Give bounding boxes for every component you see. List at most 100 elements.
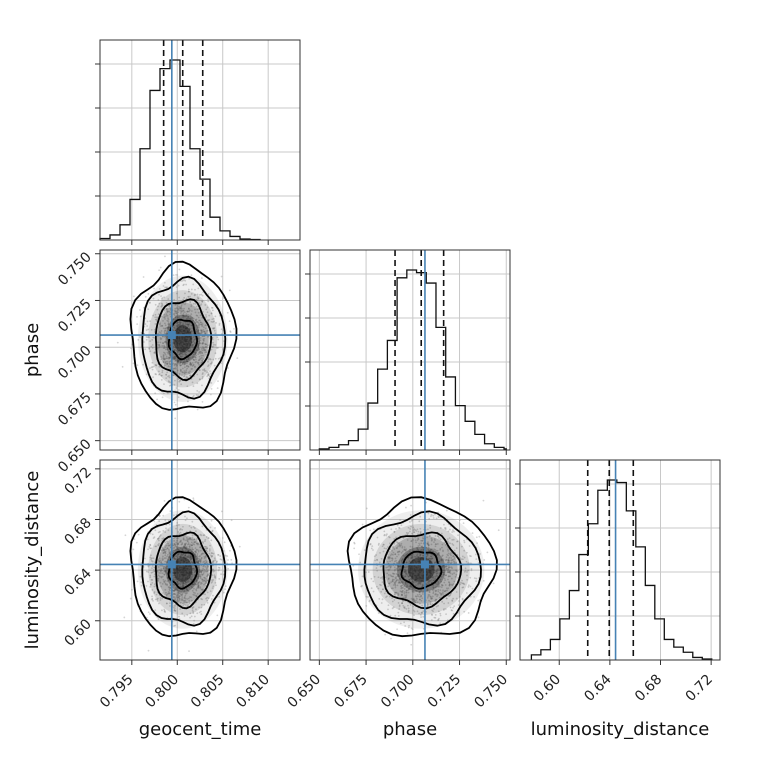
sample-point xyxy=(182,330,185,333)
sample-point xyxy=(185,339,188,342)
sample-point xyxy=(238,545,241,548)
sample-point xyxy=(157,537,160,540)
sample-point xyxy=(218,324,221,326)
sample-point xyxy=(207,537,210,540)
sample-point xyxy=(188,327,191,330)
sample-point xyxy=(202,335,204,338)
sample-point xyxy=(184,554,187,556)
sample-point xyxy=(161,575,164,578)
sample-point xyxy=(164,570,167,572)
sample-point xyxy=(201,300,204,303)
sample-point xyxy=(227,559,229,561)
sample-point xyxy=(160,561,162,564)
sample-point xyxy=(185,547,188,550)
sample-point xyxy=(179,339,181,342)
sample-point xyxy=(205,308,208,311)
sample-point xyxy=(176,568,178,571)
sample-point xyxy=(195,324,198,327)
sample-point xyxy=(165,326,168,329)
density-level-4 xyxy=(173,556,193,583)
sample-point xyxy=(179,307,182,310)
sample-point xyxy=(201,342,204,345)
sample-point xyxy=(191,575,194,578)
sample-point xyxy=(185,592,187,595)
sample-point xyxy=(200,350,203,353)
sample-point xyxy=(175,558,177,561)
sample-point xyxy=(198,332,200,335)
sample-point xyxy=(184,335,187,338)
xtick-label-luminosity_distance: 0.60 xyxy=(531,672,564,705)
sample-point xyxy=(205,343,207,346)
sample-point xyxy=(178,566,181,569)
sample-point xyxy=(184,582,186,585)
sample-point xyxy=(175,365,178,367)
sample-point xyxy=(157,566,160,568)
sample-point xyxy=(169,351,171,354)
sample-point xyxy=(396,628,399,631)
sample-point xyxy=(184,353,187,355)
sample-point xyxy=(183,370,186,372)
sample-point xyxy=(182,553,185,556)
sample-point xyxy=(166,348,169,351)
ytick-label-luminosity_distance: 0.60 xyxy=(61,616,94,649)
sample-point xyxy=(156,598,158,601)
sample-point xyxy=(187,296,190,298)
sample-point xyxy=(198,355,201,358)
sample-point xyxy=(198,359,201,362)
sample-point xyxy=(197,297,200,300)
sample-point xyxy=(160,315,163,318)
sample-point xyxy=(163,365,166,368)
sample-point xyxy=(199,332,201,335)
sample-point xyxy=(195,583,197,586)
sample-point xyxy=(204,559,207,562)
sample-point xyxy=(180,559,183,562)
sample-point xyxy=(172,549,175,552)
sample-point xyxy=(191,573,193,576)
sample-point xyxy=(185,559,188,562)
sample-point xyxy=(189,565,192,568)
sample-point xyxy=(203,534,206,536)
sample-point xyxy=(169,360,172,363)
sample-point xyxy=(177,553,180,556)
sample-point xyxy=(154,318,157,321)
sample-point xyxy=(164,340,167,343)
sample-point xyxy=(201,376,204,378)
sample-point xyxy=(198,324,200,326)
sample-point xyxy=(181,573,183,576)
sample-point xyxy=(182,323,184,326)
sample-point xyxy=(184,303,186,306)
sample-point xyxy=(213,601,216,604)
sample-point xyxy=(168,361,171,363)
sample-point xyxy=(177,327,180,330)
sample-point xyxy=(187,313,189,316)
sample-point xyxy=(207,372,210,375)
sample-point xyxy=(180,552,183,555)
sample-point xyxy=(179,556,182,558)
sample-point xyxy=(159,341,162,344)
sample-point xyxy=(198,369,201,372)
sample-point xyxy=(155,318,158,321)
sample-point xyxy=(200,613,203,615)
sample-point xyxy=(209,554,212,557)
sample-point xyxy=(196,389,199,392)
sample-point xyxy=(165,313,168,316)
sample-point xyxy=(186,590,188,592)
sample-point xyxy=(187,350,189,352)
sample-point xyxy=(190,341,193,344)
sample-point xyxy=(177,594,180,597)
sample-point xyxy=(199,339,202,342)
sample-point xyxy=(169,354,171,357)
sample-point xyxy=(178,372,181,375)
sample-point xyxy=(183,360,185,363)
sample-point xyxy=(172,592,175,595)
sample-point xyxy=(176,312,178,315)
sample-point xyxy=(147,548,149,551)
sample-point xyxy=(199,549,202,552)
sample-point xyxy=(151,560,154,563)
sample-point xyxy=(161,304,164,307)
sample-point xyxy=(190,305,193,308)
sample-point xyxy=(206,599,209,602)
sample-point xyxy=(201,525,204,528)
sample-point xyxy=(191,327,194,330)
sample-point xyxy=(179,569,182,571)
